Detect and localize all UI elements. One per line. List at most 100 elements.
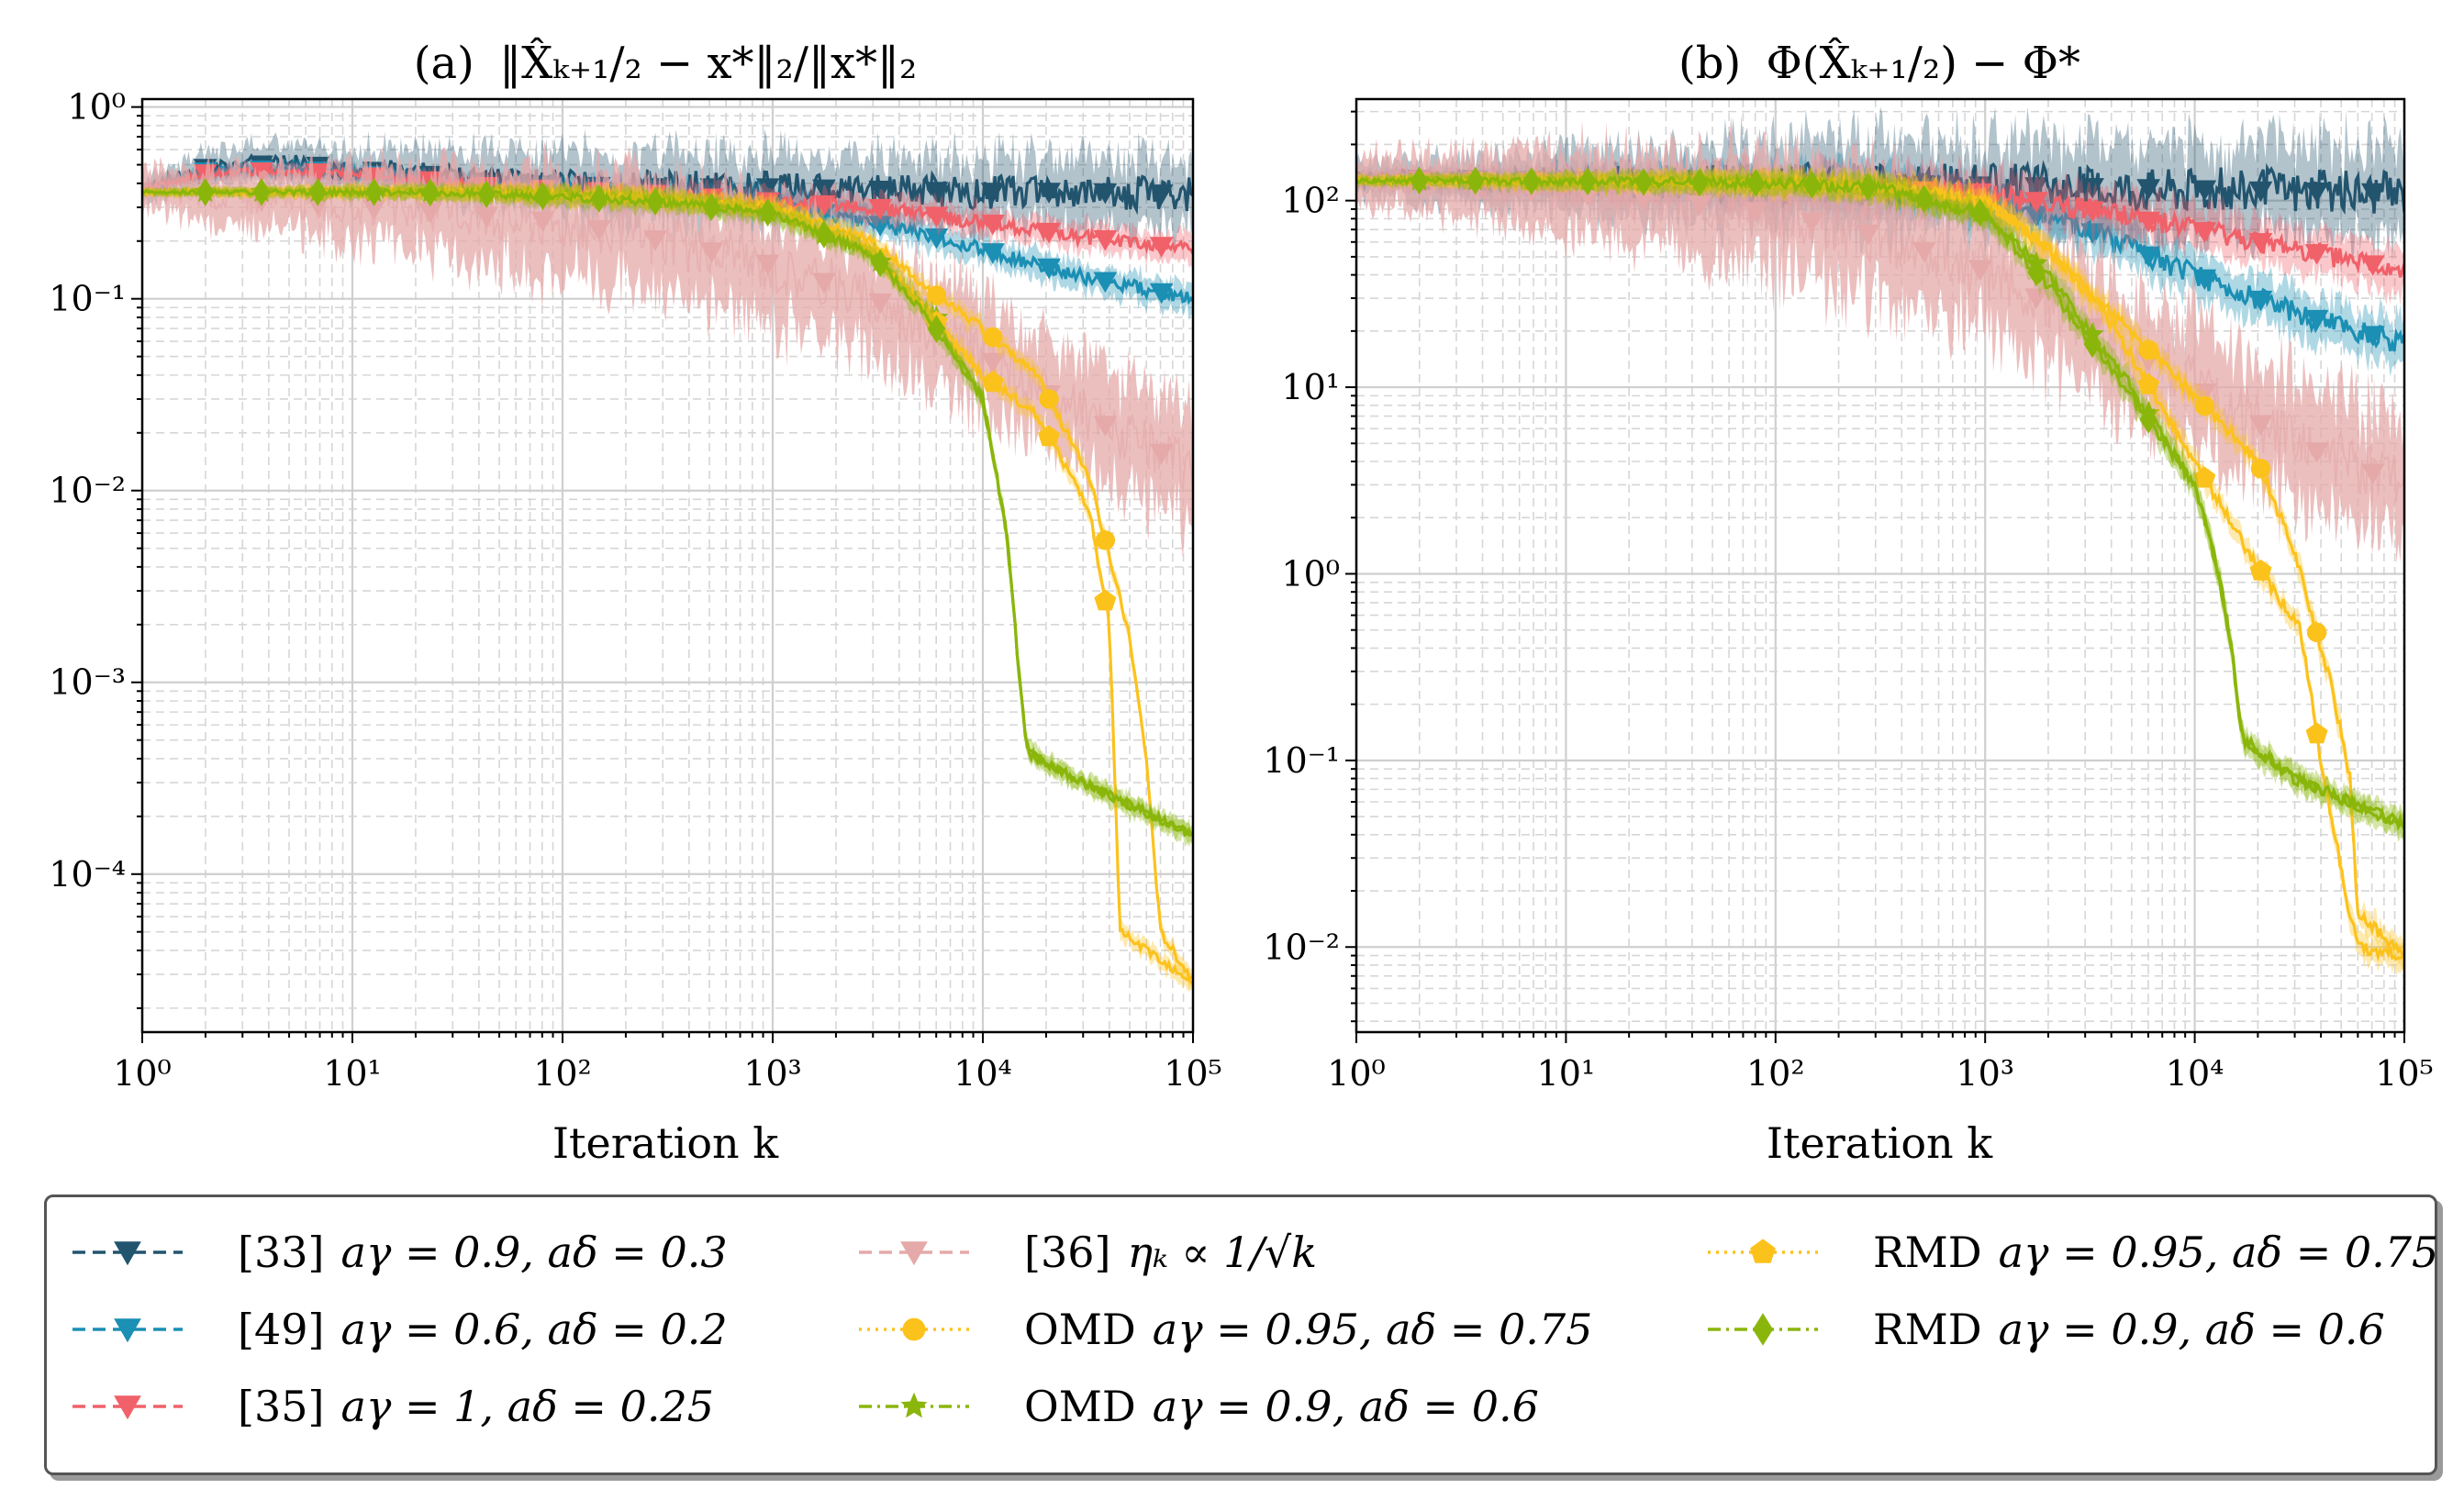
marker-s35 — [812, 194, 836, 217]
legend-entry-s35: [35] aγ = 1, aδ = 0.25 — [72, 1382, 714, 1431]
legend-ref: [35] — [238, 1382, 324, 1431]
marker-rmd06 — [1915, 184, 1934, 214]
marker-s36 — [1800, 212, 1824, 234]
legend-ref: RMD — [1873, 1305, 1982, 1354]
marker-s35 — [868, 198, 893, 220]
marker-rmd06 — [2027, 258, 2046, 286]
panel-b-xlabel: Iteration k — [1767, 1118, 1993, 1168]
legend-label: RMD aγ = 0.95, aδ = 0.75 — [1873, 1228, 2438, 1277]
marker-rmd06 — [1858, 172, 1878, 202]
legend-marker-triangle-down — [114, 1395, 141, 1420]
marker-rmd06 — [196, 178, 215, 206]
marker-rmd06 — [1746, 169, 1765, 197]
marker-s33 — [2248, 181, 2273, 203]
legend-math: aγ = 0.95, aδ = 0.75 — [1999, 1228, 2439, 1277]
marker-s33 — [1149, 184, 1174, 206]
x-tick-label: 10⁰ — [113, 1053, 172, 1094]
marker-s49 — [2360, 326, 2385, 347]
marker-s35 — [1968, 183, 1992, 205]
legend-label: [35] aγ = 1, aδ = 0.25 — [238, 1382, 714, 1431]
legend-ref: OMD — [1024, 1382, 1136, 1431]
marker-rmd06 — [1522, 167, 1541, 195]
panel-b: (b) Φ(X̂ₖ₊₁/₂) − Φ* 10⁰ 10¹ 10² 10³ 10⁴ 10⁵10… — [1263, 36, 2433, 1168]
marker-rmd06 — [815, 220, 833, 249]
marker-rmd075 — [981, 371, 1004, 392]
marker-rmd06 — [871, 249, 889, 278]
x-tick-label: 10³ — [743, 1053, 802, 1094]
series-band-rmd075 — [142, 179, 1193, 993]
series-omd075 — [142, 180, 1193, 991]
plot-frame — [1355, 97, 2406, 1034]
legend-marker-star — [900, 1392, 928, 1418]
series-group — [142, 128, 1193, 993]
marker-rmd075 — [1094, 589, 1117, 611]
legend-math: aγ = 1, aδ = 0.25 — [340, 1382, 714, 1431]
y-tick-label: 10⁻² — [49, 471, 126, 511]
marker-rmd06 — [364, 178, 384, 206]
marker-rmd06 — [308, 178, 327, 206]
marker-s36 — [1149, 443, 1174, 465]
marker-s33 — [2192, 180, 2217, 201]
marker-rmd06 — [1971, 198, 1990, 228]
x-tick-label: 10³ — [1956, 1053, 2014, 1094]
x-tick-label: 10⁵ — [1164, 1053, 1222, 1094]
series-rmd075 — [142, 179, 1193, 993]
marker-s35 — [1093, 230, 1118, 251]
marker-s35 — [980, 214, 1005, 236]
legend-label: OMD aγ = 0.9, aδ = 0.6 — [1024, 1382, 1539, 1431]
marker-s33 — [699, 178, 724, 199]
marker-omd075 — [2250, 459, 2271, 479]
legend-label: [36] ηₖ ∝ 1/√k — [1024, 1228, 1317, 1277]
legend-ref: RMD — [1873, 1228, 1982, 1277]
legend-math: aγ = 0.6, aδ = 0.2 — [340, 1305, 727, 1354]
marker-s35 — [924, 206, 949, 228]
marker-s49 — [1093, 272, 1118, 294]
marker-s35 — [2024, 192, 2048, 213]
marker-s33 — [924, 182, 949, 203]
marker-s33 — [755, 178, 780, 199]
marker-s36 — [530, 211, 555, 233]
marker-rmd06 — [477, 180, 496, 208]
marker-s36 — [755, 254, 780, 276]
marker-omd075 — [1039, 389, 1059, 409]
legend-math: aγ = 0.9, aδ = 0.6 — [1153, 1382, 1539, 1431]
marker-s35 — [2248, 233, 2273, 254]
series-band-omd075 — [142, 180, 1193, 991]
x-tick-label: 10¹ — [1537, 1053, 1596, 1094]
marker-rmd06 — [1578, 167, 1597, 196]
marker-rmd06 — [1690, 168, 1709, 197]
y-tick-label: 10¹ — [1281, 367, 1340, 407]
legend-entry-rmd075: RMD aγ = 0.95, aδ = 0.75 — [1708, 1228, 2438, 1277]
x-tick-label: 10⁴ — [2166, 1053, 2224, 1094]
x-tick-label: 10⁰ — [1327, 1053, 1386, 1094]
marker-s35 — [2304, 244, 2329, 265]
marker-s36 — [2360, 463, 2385, 484]
legend-math: aγ = 0.9, aδ = 0.6 — [1999, 1305, 2385, 1354]
marker-s36 — [1856, 224, 1880, 246]
panel-b-title: (b) Φ(X̂ₖ₊₁/₂) − Φ* — [1678, 36, 2080, 89]
marker-rmd06 — [702, 193, 720, 221]
marker-rmd06 — [1466, 166, 1485, 195]
legend-marker-circle — [902, 1317, 926, 1341]
x-tick-label: 10² — [1746, 1053, 1805, 1094]
series-rmd06 — [142, 178, 1193, 847]
marker-s49 — [2080, 223, 2104, 244]
marker-s49 — [2136, 246, 2161, 268]
y-tick-label: 10⁻¹ — [49, 279, 126, 319]
legend-marker-triangle-down — [114, 1318, 141, 1343]
legend-ref: [36] — [1024, 1228, 1110, 1277]
marker-s33 — [812, 179, 836, 201]
marker-rmd06 — [590, 184, 608, 213]
legend-entry-s36: [36] ηₖ ∝ 1/√k — [859, 1228, 1317, 1277]
legend-math: ηₖ ∝ 1/√k — [1127, 1228, 1317, 1277]
legend-marker-pentagon — [1750, 1239, 1776, 1263]
marker-rmd06 — [1410, 166, 1429, 195]
legend: [33] aγ = 0.9, aδ = 0.3 [49] aγ = 0.6, aδ =… — [44, 1195, 2438, 1475]
marker-s36 — [586, 219, 611, 241]
y-tick-label: 10⁻¹ — [1263, 740, 1340, 781]
marker-s33 — [1093, 183, 1118, 205]
series-band-rmd075 — [1356, 163, 2404, 975]
legend-marker-triangle-down — [900, 1241, 928, 1266]
marker-rmd06 — [1802, 170, 1822, 199]
